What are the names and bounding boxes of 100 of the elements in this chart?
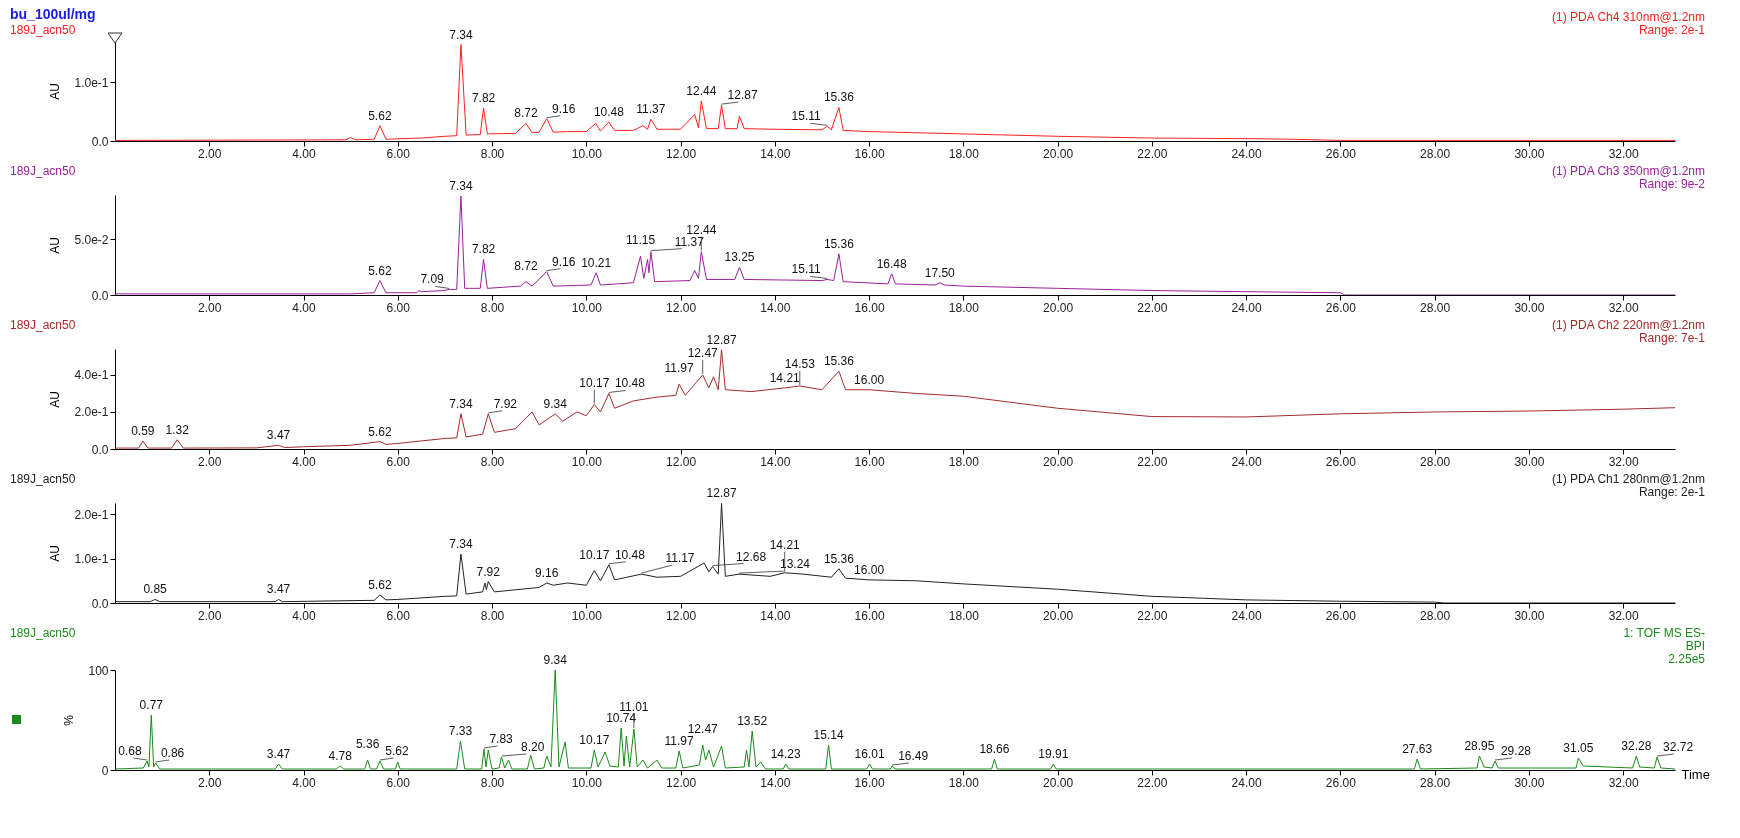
x-tick-label: 28.00 [1420,454,1451,469]
text: Range: 2e-1 [1638,485,1706,499]
annotation: 0.68 [118,744,143,758]
x-tick-label: 2.00 [198,454,222,469]
annotation: 11.37 [674,234,705,249]
x-tick-label: 32.00 [1608,454,1639,469]
x-tick-label: 12.00 [666,608,697,623]
text: BPI [1685,639,1705,653]
annotation: 14.21 [769,370,801,385]
x-tick-label: 24.00 [1231,300,1262,315]
annotation: 16.48 [876,256,908,271]
x-tick-label: 28.00 [1420,146,1451,161]
annotation: 3.47 [266,747,291,761]
y-tick-label: 1.0e-1 [74,75,109,90]
annotation: 9.16 [535,566,559,580]
annotation: 9.16 [552,254,576,269]
annotation: 5.62 [368,578,392,592]
annotation: 11.01 [619,700,649,714]
x-tick-label: 22.00 [1137,454,1168,469]
x-tick-label: 32.00 [1608,300,1639,315]
x-tick-label: 2.00 [198,775,222,790]
x-tick-label: 6.00 [386,454,411,469]
x-tick-label: 24.00 [1231,454,1262,469]
x-tick-label: 14.00 [760,454,791,469]
x-tick-label: 12.00 [666,775,697,790]
chart-subtitle: 189J_acn50 [10,23,76,37]
y-tick-label: 0.0 [91,134,109,149]
x-tick-label: 10.00 [571,608,603,623]
annotation: 14.53 [784,357,816,372]
x-tick-label: 14.00 [760,608,791,623]
annotation: 19.91 [1038,747,1069,761]
annotation: 0.59 [131,424,155,439]
annotation: 11.97 [664,734,695,748]
annotation: 15.36 [823,90,855,105]
x-tick-label: 20.00 [1043,608,1074,623]
annotation: 7.82 [471,91,496,106]
x-tick-label: 32.00 [1608,608,1639,623]
annotation: 12.44 [686,222,717,237]
annotation: 12.44 [686,84,717,98]
annotation: 12.47 [687,345,719,360]
annotation: 7.34 [449,396,473,411]
annotation: 7.33 [448,724,473,738]
annotation: 5.36 [355,737,380,751]
annotation: 16.49 [898,749,929,763]
text: Range: 7e-1 [1638,331,1706,345]
annotation: 10.74 [606,711,637,725]
chart-title: bu_100ul/mg [10,6,96,22]
annotation: 16.00 [854,372,885,387]
text: Range: 2e-1 [1638,23,1706,37]
y-tick-label: 0 [101,763,109,778]
x-tick-label: 22.00 [1137,608,1168,623]
x-tick-label: 20.00 [1043,300,1074,315]
y-tick-label: 2.0e-1 [74,405,109,420]
y-tick-label: 0.0 [91,596,109,611]
x-tick-label: 30.00 [1514,146,1545,161]
annotation: 0.85 [143,582,168,597]
y-tick-label: 4.0e-1 [74,368,109,383]
x-tick-label: 10.00 [571,300,603,315]
x-tick-label: 2.00 [198,608,222,623]
x-tick-label: 16.00 [854,300,885,315]
x-tick-label: 14.00 [760,300,791,315]
x-tick-label: 6.00 [386,608,411,623]
x-tick-label: 32.00 [1608,146,1639,161]
annotation: 5.62 [368,424,392,439]
x-tick-label: 18.00 [948,454,980,469]
annotation: 15.36 [823,354,855,369]
y-axis-title: AU [48,545,63,562]
x-tick-label: 6.00 [386,775,411,790]
annotation: 4.78 [328,749,353,763]
x-tick-label: 8.00 [480,300,505,315]
x-tick-label: 18.00 [948,608,980,623]
annotation: 15.14 [813,728,844,742]
y-axis-title: AU [48,83,63,100]
annotation: 16.01 [854,747,885,761]
annotation: 12.87 [706,486,737,501]
x-axis-title: Time [1681,766,1710,782]
x-tick-label: 6.00 [386,146,411,161]
x-tick-label: 22.00 [1137,775,1168,790]
annotation: 7.34 [449,179,473,194]
chart-title: 189J_acn50 [10,626,76,640]
x-tick-label: 24.00 [1231,608,1262,623]
y-tick-label: 0.0 [91,442,109,457]
annotation: 7.34 [449,537,473,552]
text: Range: 9e-2 [1638,177,1706,191]
annotation: 13.52 [737,714,768,728]
x-tick-label: 28.00 [1420,608,1451,623]
x-tick-label: 4.00 [292,146,317,161]
annotation: 10.17 [579,733,610,747]
annotation: 11.97 [664,361,695,376]
annotation: 18.66 [979,742,1010,756]
y-tick-label: 2.0e-1 [74,507,109,522]
annotation: 7.83 [489,732,514,746]
chart-title: 189J_acn50 [10,164,76,178]
x-tick-label: 8.00 [480,146,505,161]
x-tick-label: 26.00 [1325,146,1357,161]
annotation: 8.72 [514,258,538,273]
annotation: 13.24 [779,557,811,572]
x-tick-label: 30.00 [1514,454,1545,469]
annotation: 15.11 [791,262,822,277]
chart-title: 189J_acn50 [10,472,76,486]
